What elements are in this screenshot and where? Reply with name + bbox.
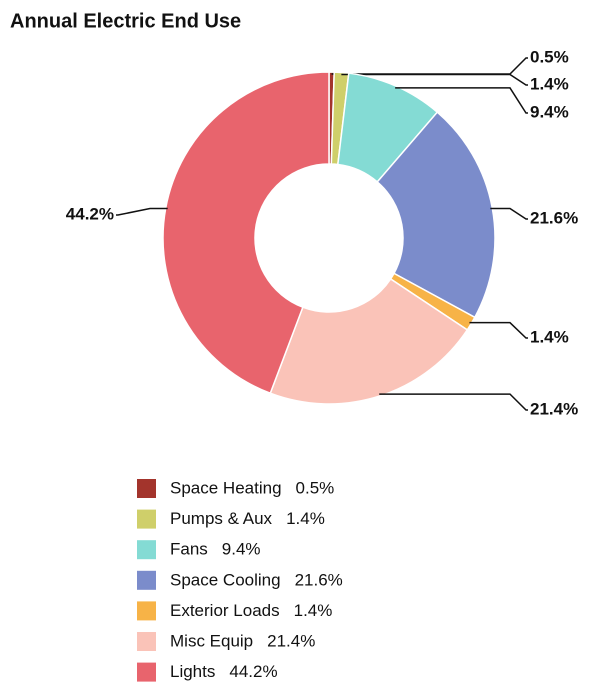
leader-line: [331, 57, 528, 75]
leader-line: [379, 393, 528, 411]
leader-line: [116, 207, 168, 216]
data-label: 44.2%: [66, 204, 114, 223]
legend-swatch: [137, 632, 156, 651]
legend-label: Pumps & Aux: [170, 509, 273, 528]
legend-swatch: [137, 509, 156, 529]
data-label: 0.5%: [530, 47, 569, 66]
legend-label: Space Heating: [170, 478, 282, 497]
legend-label: Exterior Loads: [170, 601, 280, 620]
data-label: 21.4%: [530, 399, 578, 418]
data-label: 21.6%: [530, 208, 578, 227]
legend-swatch: [137, 601, 156, 621]
legend-swatch: [137, 570, 156, 590]
leader-line: [490, 207, 528, 220]
legend-value: 1.4%: [286, 509, 325, 528]
data-label: 1.4%: [530, 74, 569, 93]
leader-line: [395, 87, 528, 114]
legend-label: Fans: [170, 540, 208, 559]
legend-swatch: [137, 479, 156, 498]
chart-title: Annual Electric End Use: [10, 10, 241, 32]
legend-value: 0.5%: [296, 478, 335, 497]
leader-line: [469, 321, 528, 339]
data-label: 1.4%: [530, 327, 569, 346]
slice: [376, 111, 496, 319]
slice: [162, 71, 330, 395]
legend-value: 21.6%: [295, 570, 343, 589]
legend-value: 44.2%: [229, 662, 277, 681]
leader-line: [341, 73, 528, 86]
legend-label: Lights: [170, 662, 215, 681]
legend-swatch: [137, 540, 156, 560]
legend-label: Misc Equip: [170, 631, 253, 650]
legend-value: 9.4%: [222, 540, 261, 559]
legend-value: 21.4%: [267, 631, 315, 650]
legend-value: 1.4%: [294, 601, 333, 620]
data-label: 9.4%: [530, 102, 569, 121]
legend-swatch: [137, 662, 156, 682]
slice: [269, 277, 469, 405]
legend-label: Space Cooling: [170, 570, 281, 589]
